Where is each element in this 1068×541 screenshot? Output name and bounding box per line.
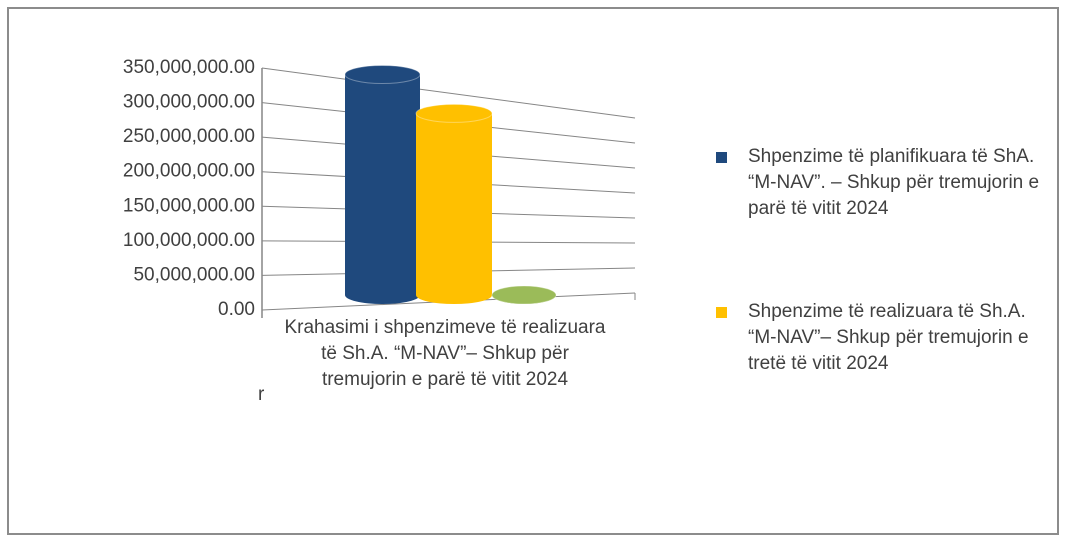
annotation: r — [258, 384, 265, 405]
y-tick-label: 200,000,000.00 — [123, 161, 255, 182]
bar-top — [415, 103, 493, 123]
y-tick-label: 300,000,000.00 — [123, 92, 255, 113]
legend-swatch — [716, 307, 727, 318]
legend-label: Shpenzime të realizuara të Sh.A. “M-NAV”… — [748, 301, 1029, 374]
bar-top — [491, 285, 557, 305]
y-tick-label: 100,000,000.00 — [123, 230, 255, 251]
legend-label: Shpenzime të planifikuara të ShA. “M-NAV… — [748, 146, 1040, 219]
y-tick-label: 250,000,000.00 — [123, 126, 255, 147]
grid-line — [261, 67, 636, 119]
bar-body — [416, 113, 492, 305]
category-label: Krahasimi i shpenzimeve të realizuara të… — [284, 317, 606, 390]
bar — [344, 64, 421, 304]
y-tick-label: 350,000,000.00 — [123, 57, 255, 78]
legend-swatch — [716, 152, 727, 163]
y-tick-label: 50,000,000.00 — [133, 264, 255, 285]
bar — [491, 285, 557, 305]
bar-top — [344, 64, 421, 84]
bar — [415, 103, 493, 305]
y-tick-label: 0.00 — [218, 299, 255, 320]
bar-body — [345, 74, 420, 304]
y-tick-label: 150,000,000.00 — [123, 195, 255, 216]
chart-frame — [7, 7, 1059, 535]
